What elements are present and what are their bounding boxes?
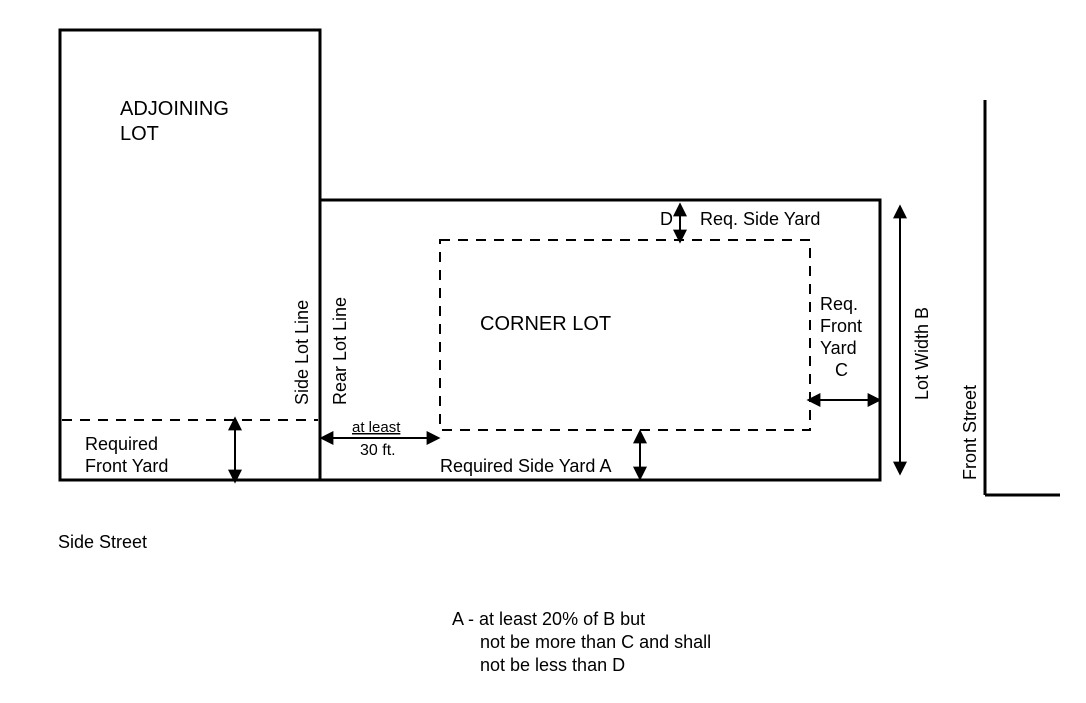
required-side-yard-a-label: Required Side Yard A xyxy=(440,456,611,476)
side-lot-line-label: Side Lot Line xyxy=(292,300,312,405)
lot-diagram: ADJOINING LOT CORNER LOT Side Lot Line R… xyxy=(0,0,1086,703)
letter-d-label: D xyxy=(660,209,673,229)
front-street-label: Front Street xyxy=(960,385,980,480)
note-line-2: not be more than C and shall xyxy=(480,632,711,652)
req-front-yard-c-3: Yard xyxy=(820,338,857,358)
lot-width-b-label: Lot Width B xyxy=(912,307,932,400)
thirty-ft-label: 30 ft. xyxy=(360,442,396,459)
req-side-yard-top-label: Req. Side Yard xyxy=(700,209,820,229)
side-street-label: Side Street xyxy=(58,532,147,552)
adjoining-lot-label-1: ADJOINING xyxy=(120,98,229,120)
corner-lot-label: CORNER LOT xyxy=(480,313,611,335)
req-front-yard-c-1: Req. xyxy=(820,294,858,314)
note-line-1: A - at least 20% of B but xyxy=(452,609,645,629)
setback-dash-rect xyxy=(440,240,810,430)
at-least-label: at least xyxy=(352,419,401,436)
req-front-yard-c-4: C xyxy=(835,360,848,380)
rear-lot-line-label: Rear Lot Line xyxy=(330,297,350,405)
note-line-3: not be less than D xyxy=(480,655,625,675)
req-front-yard-c-2: Front xyxy=(820,316,862,336)
adjoining-lot-label-2: LOT xyxy=(120,123,159,145)
required-front-yard-2: Front Yard xyxy=(85,456,168,476)
required-front-yard-1: Required xyxy=(85,434,158,454)
